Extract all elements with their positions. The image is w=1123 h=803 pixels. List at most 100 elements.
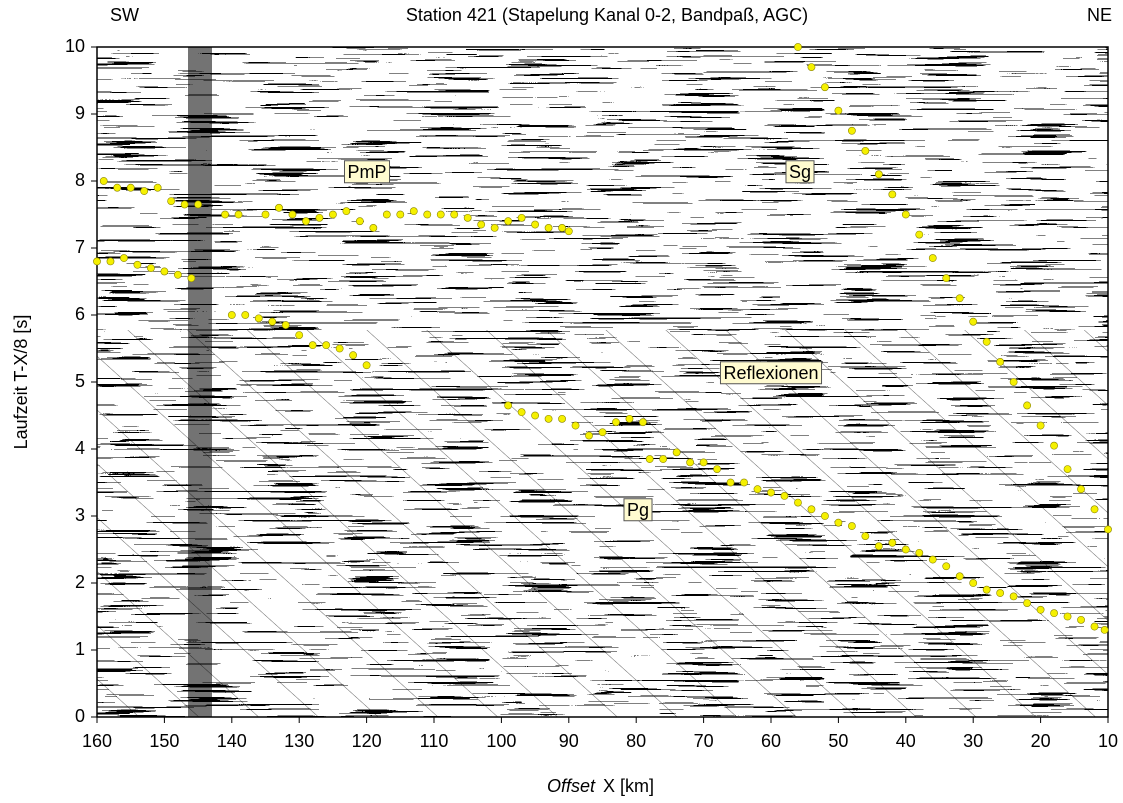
pick-point: [955, 572, 964, 581]
pick-point: [821, 83, 829, 92]
pick-point: [173, 270, 182, 279]
pick-point: [996, 357, 1005, 366]
x-tick-label: 40: [896, 731, 916, 751]
pick-point: [942, 562, 951, 571]
pick-point: [767, 488, 775, 497]
pick-point: [544, 414, 553, 423]
x-tick-label: 70: [694, 731, 714, 751]
pick-point: [1050, 441, 1058, 450]
pick-point: [160, 267, 169, 276]
pick-point: [295, 331, 304, 339]
x-tick-label: 140: [217, 731, 247, 751]
pick-point: [120, 254, 128, 262]
pick-point: [328, 210, 337, 219]
pick-point: [780, 491, 789, 500]
pick-point: [625, 414, 634, 423]
pick-point: [861, 146, 870, 155]
pick-point: [564, 227, 573, 236]
annotation-box: [623, 498, 653, 522]
pick-point: [423, 210, 432, 219]
x-tick-label: 100: [486, 731, 516, 751]
pick-point: [1023, 599, 1032, 607]
pick-point: [888, 190, 897, 199]
pick-point: [901, 210, 910, 219]
pick-point: [874, 170, 883, 179]
x-tick-label: 160: [82, 731, 112, 751]
annotation-text: Pg: [627, 500, 649, 520]
pick-point: [268, 317, 277, 326]
pick-point: [1050, 609, 1058, 618]
pick-point: [645, 455, 654, 463]
pick-point: [807, 63, 816, 71]
pick-point: [234, 210, 243, 219]
pick-point: [194, 200, 202, 209]
pick-point: [147, 264, 155, 272]
annotation: Pg: [623, 498, 653, 522]
pick-point: [531, 411, 539, 420]
pick-point: [254, 314, 263, 323]
annotation-box: [343, 160, 391, 184]
pick-point: [861, 532, 870, 540]
pick-point: [221, 210, 229, 219]
pick-point: [1009, 592, 1018, 601]
pick-point: [288, 210, 297, 219]
pick-point: [1100, 626, 1109, 634]
pick-point: [659, 455, 668, 463]
y-tick-label: 4: [75, 438, 85, 458]
y-tick-label: 9: [75, 103, 85, 123]
pick-point: [302, 217, 310, 226]
pick-point: [612, 418, 620, 427]
x-tick-label: 90: [559, 731, 579, 751]
pick-point: [140, 187, 149, 195]
y-tick-label: 6: [75, 304, 85, 324]
pick-point: [794, 498, 802, 507]
pick-point: [1077, 615, 1085, 624]
pick-point: [261, 210, 270, 219]
pick-point: [969, 317, 978, 326]
pick-point: [504, 217, 513, 226]
pick-point: [888, 538, 897, 547]
pick-point: [153, 183, 162, 192]
pick-point: [847, 126, 856, 135]
pick-point: [955, 294, 964, 303]
right-direction: NE: [1087, 5, 1112, 25]
pick-point: [901, 545, 910, 554]
pick-point: [1104, 525, 1112, 534]
pick-point: [1009, 378, 1018, 386]
pick-point: [571, 421, 580, 430]
x-tick-label: 30: [963, 731, 983, 751]
pick-point: [928, 555, 937, 564]
x-tick-label: 110: [420, 731, 449, 751]
left-direction: SW: [110, 5, 139, 25]
pick-point: [639, 418, 647, 427]
pick-point: [686, 458, 695, 467]
x-tick-label: 120: [352, 731, 382, 751]
pick-point: [969, 579, 978, 587]
pick-point: [1063, 612, 1072, 621]
pick-point: [1077, 485, 1085, 494]
pick-point: [342, 207, 351, 216]
pick-point: [1063, 465, 1072, 473]
pick-point: [807, 505, 816, 514]
pick-point: [1090, 505, 1099, 514]
pick-point: [834, 518, 843, 527]
pick-point: [450, 210, 459, 219]
annotation-box: [785, 160, 815, 184]
pick-point: [753, 485, 762, 494]
x-tick-label: 20: [1031, 731, 1051, 751]
annotation-text: PmP: [347, 162, 386, 182]
pick-point: [504, 401, 513, 410]
pick-point: [1036, 421, 1045, 430]
pick-point: [106, 257, 115, 266]
pick-point: [915, 230, 924, 239]
y-tick-label: 7: [75, 237, 85, 257]
pick-point: [436, 210, 445, 219]
annotation: Sg: [785, 160, 815, 184]
pick-point: [794, 43, 802, 51]
pick-point: [490, 223, 499, 232]
pick-point: [99, 177, 108, 185]
pick-point: [369, 223, 378, 232]
pick-point: [463, 213, 472, 222]
pick-point: [113, 183, 122, 192]
